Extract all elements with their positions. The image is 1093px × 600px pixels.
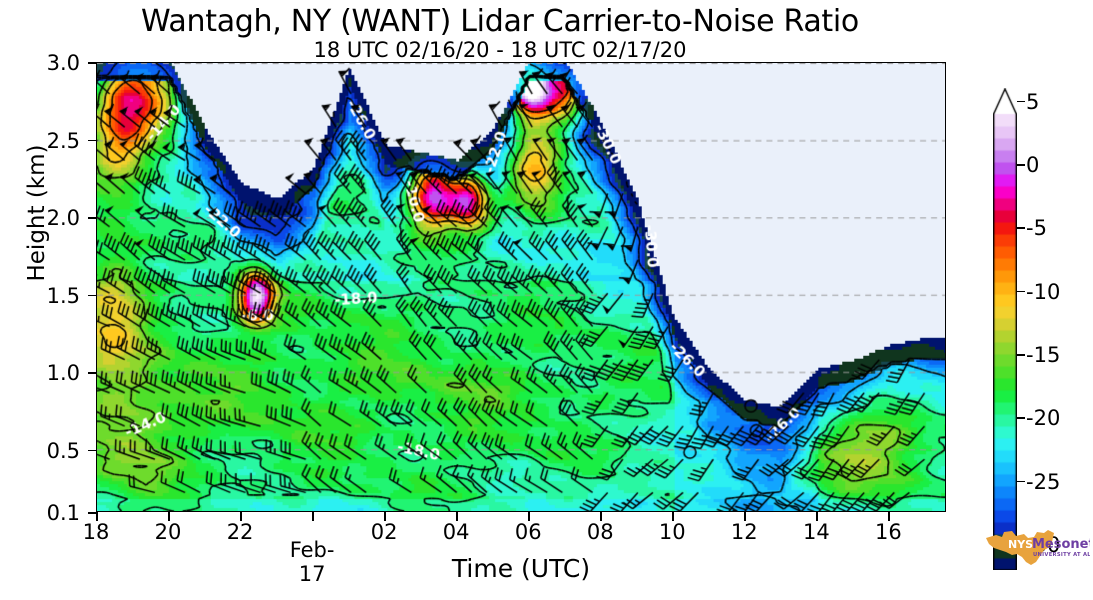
y-tick-mark [88, 512, 97, 514]
x-tick-label: 02 [370, 520, 398, 544]
page-title: Wantagh, NY (WANT) Lidar Carrier-to-Nois… [140, 4, 859, 39]
y-tick-label: 1.5 [46, 283, 80, 308]
page-subtitle: 18 UTC 02/16/20 - 18 UTC 02/17/20 [313, 38, 687, 62]
colorbar-tick-mark [1017, 164, 1025, 166]
colorbar-tick-label: -5 [1026, 216, 1047, 241]
x-tick-label: 16 [874, 520, 902, 544]
x-tick-mark [600, 512, 602, 521]
x-tick-label: 22 [226, 520, 254, 544]
colorbar[interactable] [993, 62, 1017, 570]
x-tick-mark [240, 512, 242, 521]
x-tick-mark [888, 512, 890, 521]
x-tick-mark [672, 512, 674, 521]
y-tick-mark [88, 372, 97, 374]
y-tick-mark [88, 62, 97, 64]
x-tick-label: 12 [730, 520, 758, 544]
logo-svg: NYS Mesonet UNIVERSITY AT ALBANY [986, 530, 1093, 565]
colorbar-tick-mark [1017, 417, 1025, 419]
colorbar-tick-label: 0 [1026, 153, 1040, 177]
cnr-heatmap-canvas [97, 63, 945, 511]
x-tick-label: 14 [802, 520, 830, 544]
y-tick-mark [88, 139, 97, 142]
x-tick-label: 20 [154, 520, 182, 544]
x-tick-mark [96, 512, 98, 521]
x-tick-mark [456, 512, 458, 521]
cnr-plot-area[interactable] [96, 62, 946, 512]
y-tick-mark [88, 449, 97, 452]
x-tick-label: 06 [514, 520, 542, 544]
colorbar-tick-label: 5 [1026, 89, 1040, 114]
nys-mesonet-logo: NYS Mesonet UNIVERSITY AT ALBANY [982, 524, 1093, 576]
x-tick-label: 18 [82, 520, 110, 544]
colorbar-gradient [993, 88, 1017, 570]
logo-university-text: UNIVERSITY AT ALBANY [1033, 552, 1090, 558]
x-tick-mark [528, 512, 530, 521]
x-tick-mark [168, 512, 170, 521]
logo-nys-text: NYS [1008, 538, 1033, 551]
colorbar-tick-mark [1017, 100, 1025, 103]
logo-mesonet-text: Mesonet [1032, 537, 1090, 552]
y-tick-mark [88, 217, 97, 219]
x-tick-mark [312, 512, 314, 521]
x-tick-label: 10 [658, 520, 686, 544]
x-tick-label: Feb-17 [289, 538, 335, 586]
y-tick-label: 0.1 [46, 501, 80, 525]
y-tick-label: 2.5 [46, 128, 80, 153]
colorbar-tick-label: -20 [1026, 406, 1061, 431]
colorbar-tick-mark [1017, 290, 1025, 293]
colorbar-tick-label: -10 [1026, 279, 1061, 304]
y-tick-mark [88, 294, 97, 297]
new-york-state-shape [986, 530, 1054, 565]
colorbar-tick-mark [1017, 227, 1025, 229]
x-axis-label: Time (UTC) [451, 554, 591, 583]
y-tick-label: 0.5 [46, 438, 80, 463]
colorbar-tick-mark [1017, 354, 1025, 356]
colorbar-tick-label: -15 [1026, 343, 1061, 367]
x-tick-label: 08 [586, 520, 614, 544]
y-tick-label: 1.0 [46, 361, 80, 386]
x-tick-mark [816, 512, 818, 521]
colorbar-tick-mark [1017, 480, 1025, 483]
x-tick-mark [384, 512, 386, 521]
y-tick-label: 2.0 [46, 206, 80, 231]
x-tick-label: 04 [442, 520, 470, 544]
colorbar-tick-label: -25 [1026, 469, 1061, 494]
x-tick-mark [744, 512, 746, 521]
y-tick-label: 3.0 [46, 51, 80, 75]
